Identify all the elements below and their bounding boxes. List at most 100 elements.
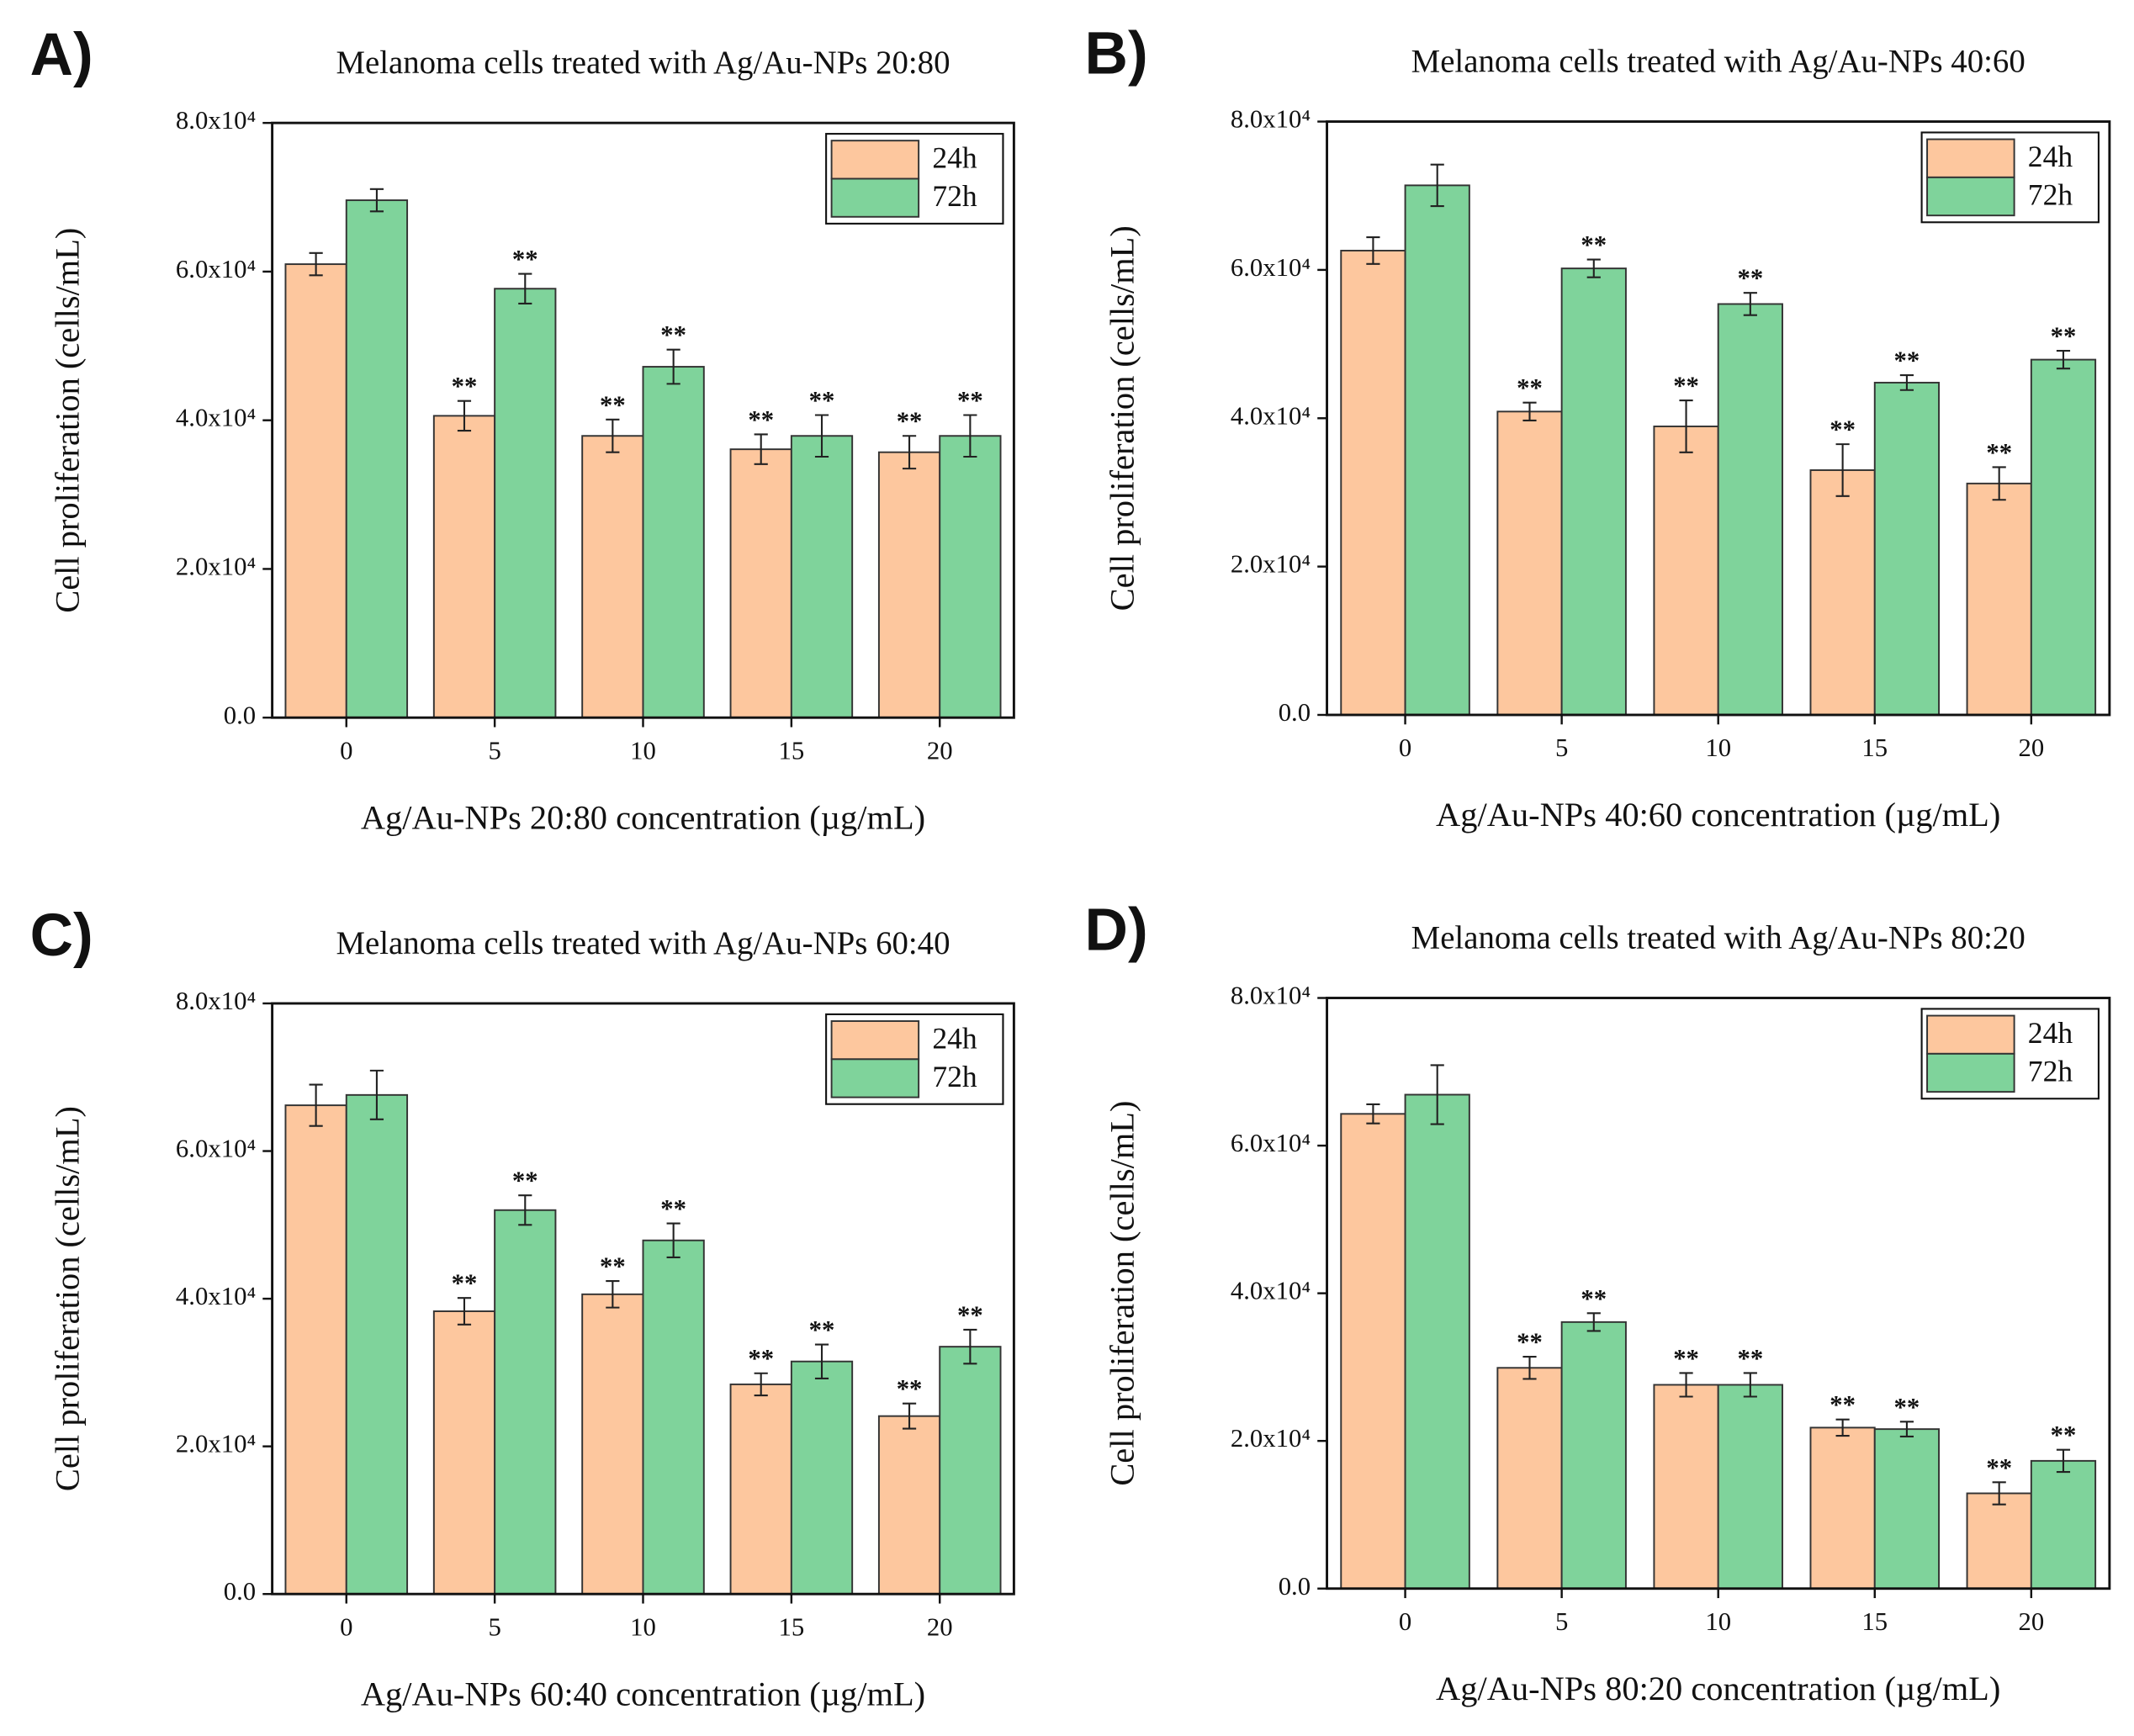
error-bar bbox=[518, 1194, 532, 1226]
x-axis-label: Ag/Au-NPs 20:80 concentration (µg/mL) bbox=[361, 798, 925, 836]
legend-label: 24h bbox=[932, 1021, 977, 1055]
significance-label: ** bbox=[1517, 1328, 1543, 1357]
y-tick-label: 2.0x10⁴ bbox=[1231, 1424, 1311, 1453]
bar bbox=[939, 435, 1002, 719]
significance-label: ** bbox=[1581, 1284, 1607, 1313]
error-bar bbox=[369, 1069, 384, 1120]
bar bbox=[790, 435, 854, 719]
legend-swatch bbox=[1926, 1052, 2015, 1093]
bar bbox=[494, 288, 557, 719]
bar bbox=[284, 263, 347, 719]
plot-frame bbox=[1326, 997, 2111, 1590]
y-axis-label: Cell proliferation (cells/mL) bbox=[1103, 1101, 1141, 1486]
bar bbox=[729, 448, 792, 719]
y-axis-label: Cell proliferation (cells/mL) bbox=[48, 1106, 86, 1491]
error-bar bbox=[1743, 1372, 1757, 1398]
legend-swatch bbox=[830, 140, 920, 180]
x-tick-label: 20 bbox=[927, 736, 953, 765]
error-bar bbox=[1743, 292, 1757, 316]
significance-label: ** bbox=[452, 1269, 478, 1298]
error-bar bbox=[754, 1372, 768, 1397]
significance-label: ** bbox=[1894, 347, 1920, 375]
significance-label: ** bbox=[748, 405, 774, 434]
significance-label: ** bbox=[512, 245, 538, 273]
y-tick-label: 4.0x10⁴ bbox=[1231, 1277, 1311, 1305]
x-axis-label: Ag/Au-NPs 40:60 concentration (µg/mL) bbox=[1436, 796, 2000, 834]
legend-swatch bbox=[1926, 138, 2015, 178]
error-bar bbox=[814, 414, 829, 458]
x-axis-label: Ag/Au-NPs 60:40 concentration (µg/mL) bbox=[361, 1675, 925, 1712]
bar bbox=[2030, 358, 2097, 716]
error-bar bbox=[963, 1328, 977, 1365]
x-axis-label: Ag/Au-NPs 80:20 concentration (µg/mL) bbox=[1436, 1670, 2000, 1707]
error-bar bbox=[1835, 443, 1850, 497]
error-bar bbox=[754, 433, 768, 465]
error-bar bbox=[457, 1297, 472, 1326]
x-tick-label: 10 bbox=[630, 1612, 656, 1641]
error-bar bbox=[1679, 400, 1693, 453]
error-bar bbox=[1522, 1356, 1537, 1380]
bar bbox=[581, 435, 644, 719]
bar bbox=[729, 1383, 792, 1596]
error-bar bbox=[606, 1279, 620, 1309]
significance-label: ** bbox=[1894, 1393, 1920, 1421]
y-tick-label: 2.0x10⁴ bbox=[1231, 550, 1311, 579]
legend-swatch bbox=[830, 177, 920, 218]
significance-label: ** bbox=[809, 1315, 835, 1344]
bar bbox=[1404, 1093, 1470, 1590]
bar bbox=[1873, 1428, 1941, 1590]
y-tick-label: 2.0x10⁴ bbox=[176, 552, 256, 580]
x-tick-label: 0 bbox=[1399, 733, 1411, 762]
plot-frame bbox=[1326, 120, 2111, 717]
y-tick-label: 2.0x10⁴ bbox=[176, 1430, 256, 1458]
error-bar bbox=[309, 1083, 323, 1127]
error-bar bbox=[666, 1222, 680, 1258]
chart-title: Melanoma cells treated with Ag/Au-NPs 20… bbox=[336, 45, 950, 81]
error-bar bbox=[1899, 374, 1914, 391]
x-tick-label: 5 bbox=[488, 736, 500, 765]
bar bbox=[1966, 482, 2032, 716]
error-bar bbox=[1835, 1418, 1850, 1437]
error-bar bbox=[369, 188, 384, 213]
y-tick-label: 0.0 bbox=[1279, 1572, 1311, 1601]
error-bar bbox=[1430, 163, 1444, 208]
y-axis-label: Cell proliferation (cells/mL) bbox=[48, 228, 86, 613]
y-tick-label: 4.0x10⁴ bbox=[176, 404, 256, 432]
bar bbox=[1496, 410, 1563, 716]
y-tick-label: 8.0x10⁴ bbox=[176, 106, 256, 135]
panel-label: D) bbox=[1085, 897, 1148, 963]
chart-panel: A) Melanoma cells treated with Ag/Au-NPs … bbox=[30, 22, 1015, 836]
error-bar bbox=[1366, 236, 1380, 265]
significance-label: ** bbox=[1673, 1344, 1699, 1373]
error-bar bbox=[1899, 1421, 1914, 1437]
y-tick-label: 6.0x10⁴ bbox=[1231, 1129, 1311, 1157]
plot-frame bbox=[271, 121, 1015, 719]
bar bbox=[494, 1209, 557, 1596]
panel-label: B) bbox=[1085, 20, 1148, 87]
legend-label: 24h bbox=[932, 141, 977, 175]
bar bbox=[790, 1360, 854, 1596]
bar bbox=[1560, 1321, 1627, 1590]
bar bbox=[1560, 267, 1627, 716]
bar bbox=[1653, 1384, 1719, 1590]
bar bbox=[1340, 249, 1406, 716]
y-tick-label: 0.0 bbox=[224, 701, 256, 729]
bar bbox=[2030, 1459, 2097, 1590]
bar bbox=[1809, 1426, 1876, 1590]
significance-label: ** bbox=[1517, 373, 1543, 402]
error-bar bbox=[2056, 349, 2071, 370]
significance-label: ** bbox=[2051, 1421, 2077, 1449]
bar bbox=[1496, 1367, 1563, 1590]
legend-swatch bbox=[830, 1058, 920, 1098]
x-tick-label: 5 bbox=[488, 1612, 500, 1641]
x-tick-label: 10 bbox=[630, 736, 656, 765]
chart-panel: C) Melanoma cells treated with Ag/Au-NPs … bbox=[30, 902, 1015, 1712]
error-bar bbox=[1992, 466, 2006, 501]
legend-swatch bbox=[1926, 1014, 2015, 1055]
error-bar bbox=[1586, 258, 1601, 278]
bar bbox=[1653, 425, 1719, 716]
y-tick-label: 8.0x10⁴ bbox=[176, 987, 256, 1015]
error-bar bbox=[1366, 1103, 1380, 1125]
significance-label: ** bbox=[1986, 438, 2012, 467]
legend-swatch bbox=[830, 1020, 920, 1061]
